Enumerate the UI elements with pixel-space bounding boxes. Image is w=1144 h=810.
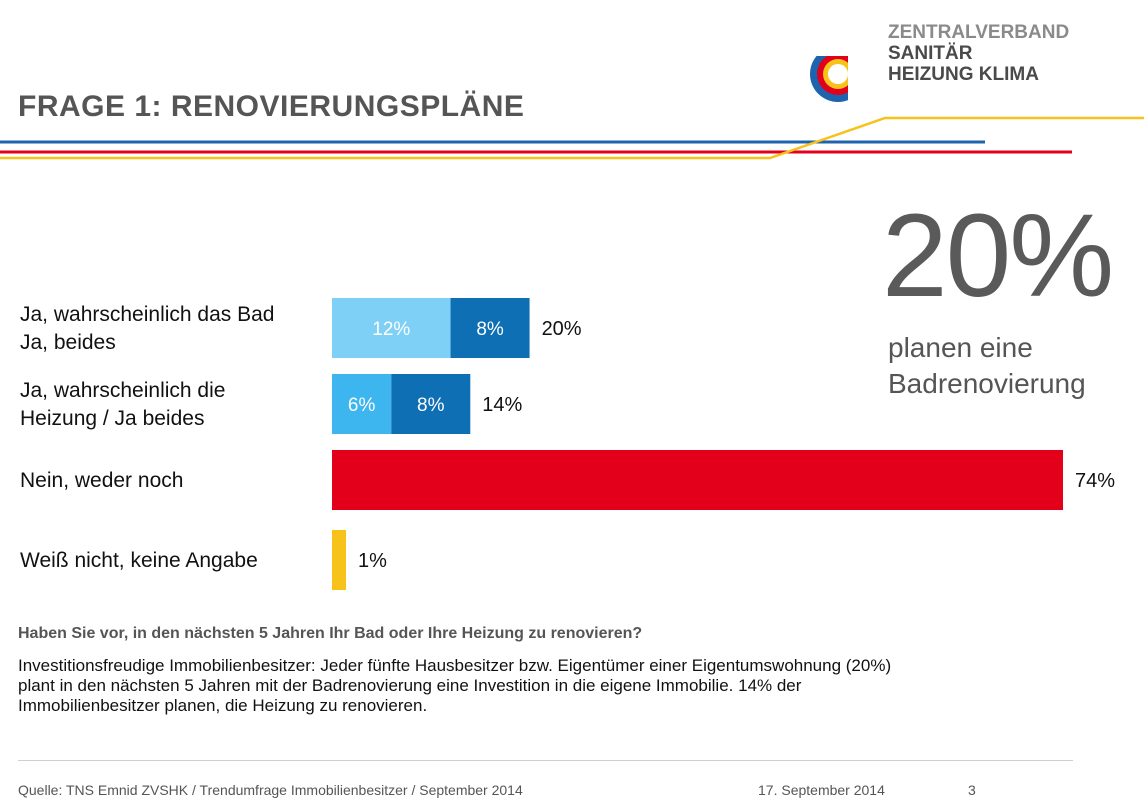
summary-line-1: Investitionsfreudige Immobilienbesitzer:…	[18, 656, 892, 675]
segment-value-label: 8%	[417, 395, 445, 416]
bar-segment	[332, 374, 392, 434]
total-value-label: 14%	[482, 394, 522, 416]
category-label: Ja, wahrscheinlich die	[20, 379, 225, 402]
footer-source: Quelle: TNS Emnid ZVSHK / Trendumfrage I…	[18, 782, 523, 798]
bar-segment	[332, 298, 451, 358]
category-label: Nein, weder noch	[20, 469, 183, 492]
highlight-percentage: 20%	[882, 190, 1114, 322]
highlight-caption-line1: planen eine	[888, 332, 1033, 363]
header-lines	[0, 116, 1144, 160]
category-label: Heizung / Ja beides	[20, 407, 204, 430]
logo-text-line2: SANITÄR	[888, 43, 973, 64]
total-value-label: 1%	[358, 550, 387, 572]
logo-emblem-icon	[808, 42, 872, 106]
bar-segment	[450, 298, 530, 358]
segment-value-label: 6%	[348, 395, 376, 416]
category-label: Ja, wahrscheinlich das Bad	[20, 303, 274, 326]
bar-segment	[332, 450, 1063, 510]
bar-segment	[391, 374, 471, 434]
total-value-label: 74%	[1075, 470, 1115, 492]
page-title: FRAGE 1: RENOVIERUNGSPLÄNE	[18, 90, 525, 123]
segment-value-label: 8%	[476, 319, 504, 340]
bar-chart: Ja, wahrscheinlich das Bad Ja, beides 12% 8…	[20, 298, 1115, 590]
highlight-caption: planen eine Badrenovierung	[888, 330, 1086, 402]
summary-line-3: Immobilienbesitzer planen, die Heizung z…	[18, 696, 428, 715]
total-value-label: 20%	[542, 318, 582, 340]
category-label: Weiß nicht, keine Angabe	[20, 549, 258, 572]
bar-segment	[332, 530, 346, 590]
summary-text: Investitionsfreudige Immobilienbesitzer:…	[18, 656, 1108, 716]
highlight-caption-line2: Badrenovierung	[888, 368, 1086, 399]
footer-divider	[18, 760, 1073, 761]
footer-date: 17. September 2014	[758, 782, 885, 798]
zvshk-logo: ZENTRALVERBAND SANITÄR HEIZUNG KLIMA	[808, 22, 1138, 112]
logo-text-line3: HEIZUNG KLIMA	[888, 64, 1039, 85]
logo-text-line1: ZENTRALVERBAND	[888, 22, 1070, 43]
survey-question: Haben Sie vor, in den nächsten 5 Jahren …	[18, 625, 643, 642]
category-label: Ja, beides	[20, 331, 116, 354]
segment-value-label: 12%	[372, 319, 410, 340]
page-number: 3	[968, 782, 976, 798]
summary-line-2: plant in den nächsten 5 Jahren mit der B…	[18, 676, 802, 695]
